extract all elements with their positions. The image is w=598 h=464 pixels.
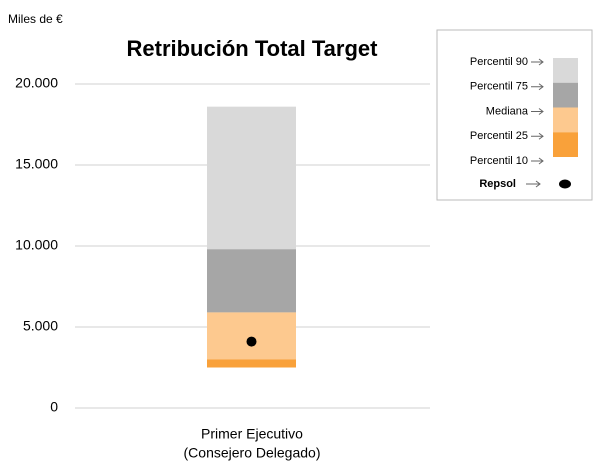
legend-arrow-head bbox=[538, 58, 544, 66]
y-tick-label: 15.000 bbox=[15, 156, 58, 172]
legend-label: Percentil 75 bbox=[470, 81, 528, 93]
legend-arrow-head bbox=[538, 108, 544, 115]
legend-arrow-head bbox=[535, 180, 541, 188]
bar-segment bbox=[207, 312, 296, 360]
x-tick-label: Primer Ejecutivo bbox=[201, 426, 303, 442]
legend-arrow-head bbox=[538, 83, 544, 91]
bar-segment bbox=[207, 249, 296, 313]
y-tick-label: 10.000 bbox=[15, 237, 58, 253]
legend-swatch bbox=[553, 107, 578, 133]
legend-label: Repsol bbox=[479, 178, 516, 190]
chart-title: Retribución Total Target bbox=[127, 36, 379, 61]
legend-swatch bbox=[553, 58, 578, 83]
y-tick-label: 5.000 bbox=[23, 318, 58, 334]
y-tick-label: 20.000 bbox=[15, 75, 58, 91]
legend-arrow-head bbox=[538, 132, 544, 140]
bar-segment bbox=[207, 106, 296, 250]
legend-arrow-head bbox=[538, 157, 544, 165]
unit-label: Miles de € bbox=[8, 12, 63, 26]
legend-swatch bbox=[553, 132, 578, 157]
legend-label: Mediana bbox=[486, 105, 529, 117]
legend-label: Percentil 25 bbox=[470, 130, 528, 142]
x-tick-label: (Consejero Delegado) bbox=[184, 445, 321, 461]
y-tick-label: 0 bbox=[50, 399, 58, 415]
legend-swatch bbox=[553, 82, 578, 108]
bar-segment bbox=[207, 359, 296, 368]
legend-marker bbox=[559, 179, 571, 189]
marker-dot bbox=[246, 336, 257, 347]
legend-label: Percentil 90 bbox=[470, 56, 528, 68]
legend-label: Percentil 10 bbox=[470, 155, 528, 167]
